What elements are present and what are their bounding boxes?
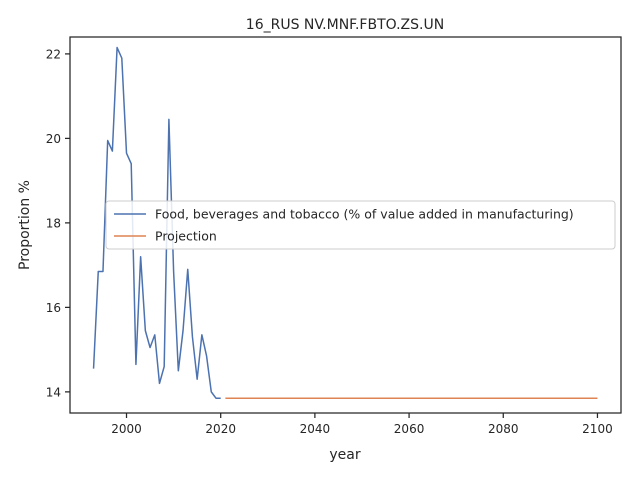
y-tick-label: 18: [46, 216, 61, 230]
legend-label-projection: Projection: [155, 229, 217, 244]
y-axis-ticks: 14 16 18 20 22: [46, 47, 70, 399]
x-tick-label: 2080: [488, 422, 519, 436]
legend: Food, beverages and tobacco (% of value …: [105, 200, 616, 250]
plot-area: 2000 2020 2040 2060 2080 2100 14 16 18 20 22: [46, 36, 622, 436]
axes-frame: [69, 36, 622, 414]
x-tick-label: 2060: [394, 422, 425, 436]
x-tick-label: 2100: [582, 422, 613, 436]
x-tick-label: 2000: [111, 422, 142, 436]
x-tick-label: 2040: [300, 422, 331, 436]
y-tick-label: 16: [46, 301, 61, 315]
series-line-0: [92, 46, 221, 399]
series-layer: [92, 46, 598, 399]
legend-box: [105, 200, 616, 250]
y-axis-label: Proportion %: [17, 180, 33, 270]
legend-label-food-beverages-tobacco: Food, beverages and tobacco (% of value …: [155, 207, 574, 222]
y-tick-label: 22: [46, 47, 61, 61]
x-axis-ticks: 2000 2020 2040 2060 2080 2100: [111, 413, 613, 436]
y-tick-label: 14: [46, 385, 61, 399]
x-tick-label: 2020: [205, 422, 236, 436]
chart-title: 16_RUS NV.MNF.FBTO.ZS.UN: [246, 17, 444, 33]
x-axis-label: year: [329, 447, 360, 463]
y-tick-label: 20: [46, 132, 61, 146]
